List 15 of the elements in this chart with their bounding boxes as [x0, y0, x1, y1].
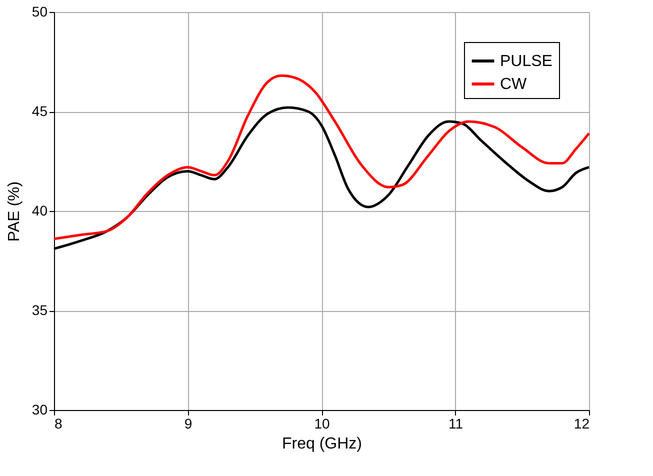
legend-label: CW	[500, 76, 528, 93]
x-tick-label: 9	[184, 416, 192, 432]
line-series	[52, 74, 590, 240]
x-tick-label: 11	[448, 416, 464, 432]
y-tick-label: 50	[32, 4, 48, 20]
x-tick-label: 8	[54, 416, 62, 432]
y-tick-label: 40	[32, 202, 48, 218]
y-tick-label: 30	[32, 402, 48, 418]
x-axis-title: Freq (GHz)	[282, 436, 362, 452]
y-tick-label: 45	[32, 103, 48, 119]
x-tick-label: 10	[314, 416, 330, 432]
y-axis-title: PAE (%)	[6, 181, 23, 242]
x-tick-label: 12	[574, 416, 590, 432]
y-tick-label: 35	[32, 302, 48, 318]
legend-label: PULSE	[500, 53, 552, 70]
